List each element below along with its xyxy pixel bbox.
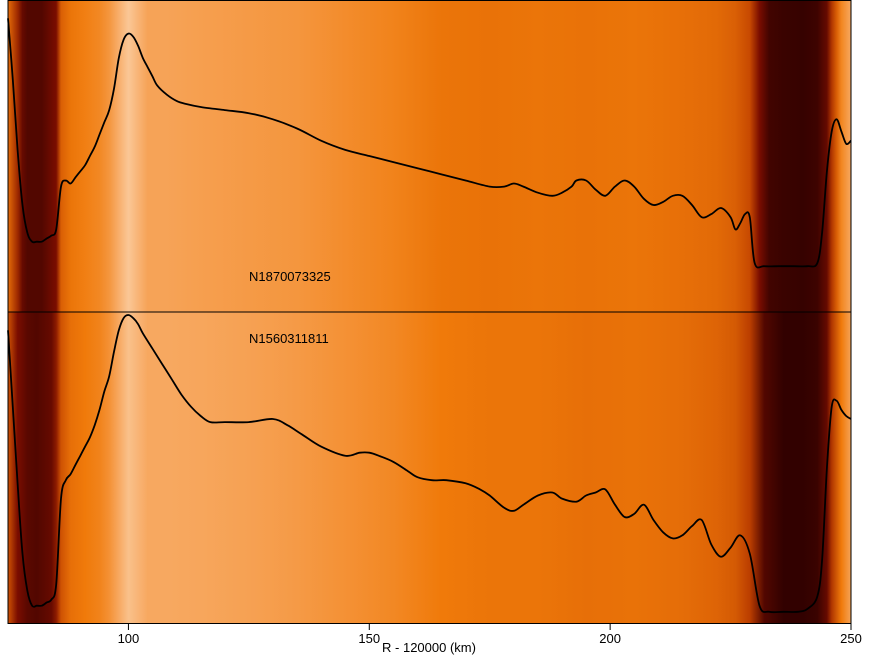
panel-upper: N1870073325 [7,0,852,312]
x-tick-label-200: 200 [599,631,621,646]
x-tick-label-150: 150 [358,631,380,646]
panel-upper-image [8,0,851,312]
panel-lower-image-id: N1560311811 [249,331,329,346]
x-axis: 100 150 200 250 [118,624,862,646]
panel-upper-profile-line [7,18,852,269]
panel-lower: N1560311811 [7,312,852,624]
panel-lower-profile-line [7,314,852,614]
x-tick-label-100: 100 [118,631,140,646]
x-axis-title: R - 120000 (km) [382,640,476,655]
panel-lower-image [8,312,851,624]
x-tick-label-250: 250 [840,631,862,646]
panel-upper-image-id: N1870073325 [249,269,331,284]
